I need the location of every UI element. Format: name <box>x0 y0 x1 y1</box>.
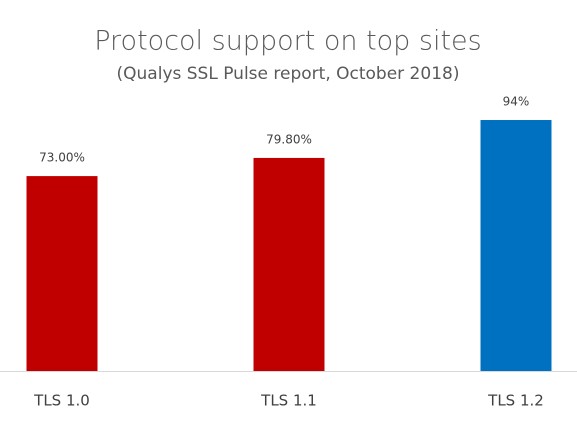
chart-title: Protocol support on top sites <box>94 26 482 57</box>
x-tick-label: TLS 1.1 <box>260 392 317 410</box>
x-tick-label: TLS 1.2 <box>487 392 544 410</box>
value-label: 79.80% <box>266 132 312 146</box>
value-label: 73.00% <box>39 151 85 165</box>
bar <box>26 176 98 371</box>
chart-subtitle: (Qualys SSL Pulse report, October 2018) <box>117 64 460 84</box>
value-label: 94% <box>503 95 530 109</box>
bar <box>253 157 325 371</box>
x-tick-label: TLS 1.0 <box>33 392 90 410</box>
bar <box>480 120 552 372</box>
